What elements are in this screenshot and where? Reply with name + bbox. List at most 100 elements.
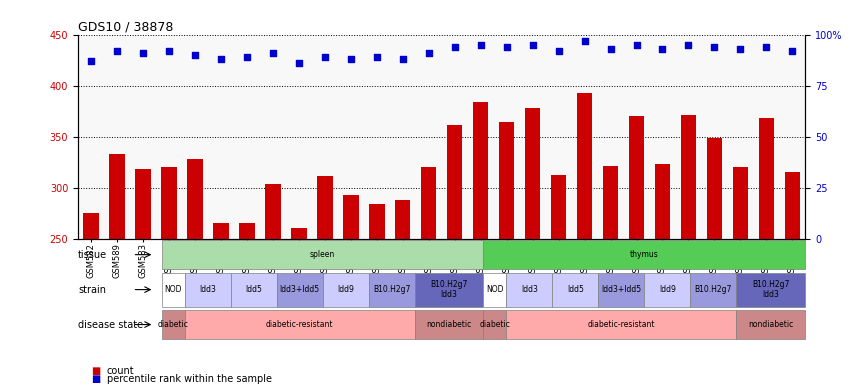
Text: diabetic: diabetic [480, 320, 510, 329]
Bar [507, 272, 553, 307]
Point [162, 48, 176, 54]
Text: nondiabetic: nondiabetic [426, 320, 472, 329]
Point [785, 48, 799, 54]
Text: B10.H2g7: B10.H2g7 [373, 285, 410, 294]
Point [656, 46, 669, 52]
Bar [83, 213, 99, 387]
Point [318, 54, 332, 60]
Text: percentile rank within the sample: percentile rank within the sample [107, 374, 272, 384]
Text: thymus: thymus [630, 250, 659, 259]
Text: NOD: NOD [165, 285, 182, 294]
Point [708, 44, 721, 50]
Text: nondiabetic: nondiabetic [748, 320, 793, 329]
Bar [785, 172, 800, 387]
Point [344, 56, 358, 62]
Bar [736, 310, 805, 339]
Text: Idd3+Idd5: Idd3+Idd5 [601, 285, 642, 294]
Text: B10.H2g7
Idd3: B10.H2g7 Idd3 [753, 280, 790, 299]
Point [682, 42, 695, 48]
Bar [343, 195, 359, 387]
Point [759, 44, 773, 50]
Text: disease state: disease state [78, 320, 143, 330]
Point [526, 42, 540, 48]
Bar [577, 93, 592, 387]
Text: B10.H2g7
Idd3: B10.H2g7 Idd3 [430, 280, 468, 299]
Point [266, 50, 280, 56]
Bar [162, 240, 483, 269]
Point [448, 44, 462, 50]
Bar [187, 159, 203, 387]
Point [136, 50, 150, 56]
Bar [553, 272, 598, 307]
Text: Idd5: Idd5 [567, 285, 584, 294]
Point [214, 56, 228, 62]
Point [292, 60, 306, 67]
Text: Idd3+Idd5: Idd3+Idd5 [280, 285, 320, 294]
Text: diabetic-resistant: diabetic-resistant [588, 320, 656, 329]
Bar [759, 118, 774, 387]
Text: strain: strain [78, 284, 106, 295]
Bar [369, 272, 415, 307]
Bar [162, 272, 184, 307]
Text: diabetic-resistant: diabetic-resistant [266, 320, 333, 329]
Bar [230, 272, 276, 307]
Point [734, 46, 747, 52]
Bar [483, 310, 507, 339]
Point [500, 44, 514, 50]
Point [240, 54, 254, 60]
Point [84, 58, 98, 64]
Text: GDS10 / 38878: GDS10 / 38878 [78, 21, 173, 34]
Text: B10.H2g7: B10.H2g7 [695, 285, 732, 294]
Bar [291, 228, 307, 387]
Bar [733, 167, 748, 387]
Point [630, 42, 643, 48]
Bar [317, 176, 333, 387]
Point [110, 48, 124, 54]
Point [422, 50, 436, 56]
Text: Idd3: Idd3 [521, 285, 538, 294]
Bar [239, 223, 255, 387]
Bar [184, 272, 230, 307]
Bar [447, 125, 462, 387]
Bar [681, 115, 696, 387]
Text: ■: ■ [91, 366, 100, 376]
Bar [322, 272, 369, 307]
Point [474, 42, 488, 48]
Bar [598, 272, 644, 307]
Point [188, 52, 202, 58]
Text: count: count [107, 366, 134, 376]
Bar [603, 166, 618, 387]
Point [552, 48, 565, 54]
Bar [265, 183, 281, 387]
Bar [707, 138, 722, 387]
Bar [551, 175, 566, 387]
Text: Idd5: Idd5 [245, 285, 262, 294]
Bar [162, 310, 184, 339]
Bar [415, 272, 483, 307]
Text: spleen: spleen [310, 250, 335, 259]
Bar [483, 272, 507, 307]
Bar [161, 167, 177, 387]
Bar [690, 272, 736, 307]
Bar [109, 154, 125, 387]
Bar [395, 200, 410, 387]
Bar [507, 310, 736, 339]
Bar [369, 204, 385, 387]
Bar [736, 272, 805, 307]
Bar [629, 116, 644, 387]
Text: Idd9: Idd9 [659, 285, 675, 294]
Bar [421, 167, 436, 387]
Point [396, 56, 410, 62]
Text: ■: ■ [91, 374, 100, 384]
Point [604, 46, 617, 52]
Bar [473, 102, 488, 387]
Point [578, 38, 591, 44]
Text: tissue: tissue [78, 250, 107, 260]
Bar [655, 164, 670, 387]
Bar [135, 170, 151, 387]
Text: Idd9: Idd9 [337, 285, 354, 294]
Bar [213, 223, 229, 387]
Text: Idd3: Idd3 [199, 285, 216, 294]
Text: diabetic: diabetic [158, 320, 189, 329]
Bar [483, 240, 805, 269]
